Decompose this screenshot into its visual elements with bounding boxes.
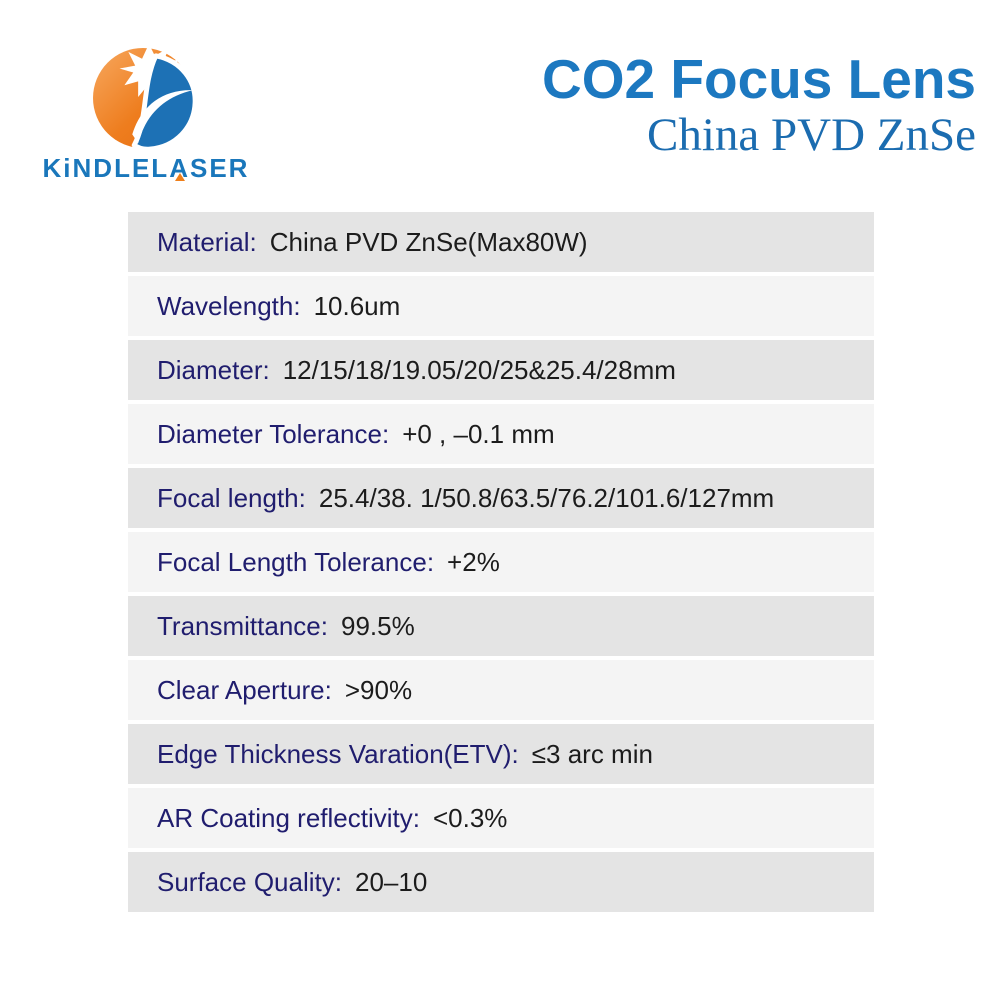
spec-value: 99.5%	[340, 610, 415, 641]
spec-row-diameter: Diameter: 12/15/18/19.05/20/25&25.4/28mm	[128, 340, 874, 400]
spec-value: 20–10	[354, 866, 428, 897]
spec-label: Diameter:	[157, 354, 270, 385]
spec-value: ≤3 arc min	[531, 738, 653, 769]
spec-label: AR Coating reflectivity:	[157, 802, 420, 833]
spec-value: >90%	[344, 674, 413, 705]
spec-row-clear-aperture: Clear Aperture: >90%	[128, 660, 874, 720]
spec-value: 25.4/38. 1/50.8/63.5/76.2/101.6/127mm	[318, 482, 775, 513]
spec-label: Diameter Tolerance:	[157, 418, 390, 449]
spec-label: Material:	[157, 226, 257, 257]
spec-label: Transmittance:	[157, 610, 328, 641]
spec-value: +2%	[447, 546, 500, 577]
spec-label: Focal length:	[157, 482, 306, 513]
spec-table: Material: China PVD ZnSe(Max80W) Wavelen…	[128, 212, 874, 916]
spec-value: 12/15/18/19.05/20/25&25.4/28mm	[282, 354, 676, 385]
spec-value: <0.3%	[432, 802, 508, 833]
brand-logo: KiNDLELASER	[28, 44, 264, 184]
wordmark-segment: SER	[189, 153, 250, 183]
spec-row-transmittance: Transmittance: 99.5%	[128, 596, 874, 656]
spec-row-wavelength: Wavelength: 10.6um	[128, 276, 874, 336]
spec-label: Wavelength:	[157, 290, 301, 321]
spec-label: Edge Thickness Varation(ETV):	[157, 738, 519, 769]
kindlelaser-logo-icon	[93, 44, 198, 152]
spec-row-ar-coating-reflectivity: AR Coating reflectivity: <0.3%	[128, 788, 874, 848]
spec-row-edge-thickness-variation: Edge Thickness Varation(ETV): ≤3 arc min	[128, 724, 874, 784]
product-title: CO2 Focus Lens	[542, 48, 976, 110]
spec-row-surface-quality: Surface Quality: 20–10	[128, 852, 874, 912]
spec-value: China PVD ZnSe(Max80W)	[269, 226, 588, 257]
spec-row-focal-length-tolerance: Focal Length Tolerance: +2%	[128, 532, 874, 592]
spec-label: Focal Length Tolerance:	[157, 546, 435, 577]
spec-label: Clear Aperture:	[157, 674, 332, 705]
wordmark-letter-a: A	[169, 153, 190, 183]
spec-row-material: Material: China PVD ZnSe(Max80W)	[128, 212, 874, 272]
spec-row-diameter-tolerance: Diameter Tolerance: +0 , –0.1 mm	[128, 404, 874, 464]
title-block: CO2 Focus Lens China PVD ZnSe	[542, 52, 976, 159]
spec-value: +0 , –0.1 mm	[402, 418, 555, 449]
brand-wordmark: KiNDLELASER	[28, 153, 264, 184]
spec-value: 10.6um	[313, 290, 401, 321]
spec-label: Surface Quality:	[157, 866, 342, 897]
wordmark-segment: KiNDLEL	[42, 153, 170, 183]
product-subtitle: China PVD ZnSe	[647, 109, 976, 161]
spec-row-focal-length: Focal length: 25.4/38. 1/50.8/63.5/76.2/…	[128, 468, 874, 528]
